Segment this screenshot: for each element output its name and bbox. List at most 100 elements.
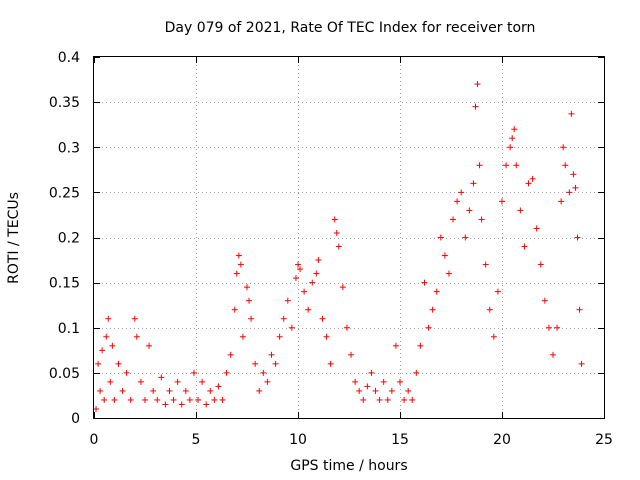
data-point <box>566 189 573 196</box>
data-point <box>260 369 267 376</box>
data-point <box>376 396 383 403</box>
data-point <box>211 396 218 403</box>
data-point <box>421 279 428 286</box>
data-point <box>199 378 206 385</box>
x-tick-label: 15 <box>391 432 409 448</box>
data-point <box>413 369 420 376</box>
data-point <box>511 126 518 133</box>
data-point <box>190 369 197 376</box>
data-point <box>572 184 579 191</box>
data-point <box>397 378 403 385</box>
data-point <box>425 324 432 331</box>
data-point <box>219 396 226 403</box>
data-point <box>331 216 338 223</box>
data-point <box>476 162 483 169</box>
data-point <box>203 401 210 408</box>
data-point <box>252 360 259 367</box>
data-point <box>123 369 130 376</box>
data-point <box>470 180 477 187</box>
data-point <box>244 284 250 291</box>
data-point <box>235 252 242 259</box>
data-point <box>256 387 263 394</box>
data-point <box>458 189 465 196</box>
data-point <box>576 306 583 313</box>
data-point <box>401 396 408 403</box>
data-point <box>384 396 391 403</box>
data-point <box>466 207 473 214</box>
data-point <box>186 396 193 403</box>
y-tick-label: 0 <box>71 411 80 427</box>
axis-ticks <box>94 57 605 419</box>
data-point <box>178 401 185 408</box>
data-point <box>99 347 106 354</box>
data-point <box>474 81 481 88</box>
data-point <box>115 360 122 367</box>
y-tick-label: 0.05 <box>49 366 80 382</box>
data-point <box>558 198 565 205</box>
data-point <box>499 198 505 205</box>
data-point <box>268 351 275 358</box>
data-point <box>323 333 330 340</box>
y-tick-label: 0.35 <box>49 95 80 111</box>
data-point <box>142 396 148 403</box>
data-point <box>507 144 514 151</box>
x-tick-label: 0 <box>90 432 99 448</box>
data-point <box>562 162 569 169</box>
data-point <box>368 369 375 376</box>
data-point <box>315 257 322 264</box>
data-point <box>333 229 340 236</box>
data-point <box>364 383 371 390</box>
data-point <box>174 378 181 385</box>
data-point <box>131 315 138 322</box>
data-point <box>233 270 240 277</box>
data-point <box>360 396 367 403</box>
data-point <box>97 387 104 394</box>
data-point <box>343 324 350 331</box>
data-point <box>284 297 291 304</box>
data-point <box>170 396 177 403</box>
data-point <box>111 396 118 403</box>
data-point <box>525 180 532 187</box>
data-point <box>227 351 234 358</box>
data-point <box>103 333 110 340</box>
data-point <box>137 378 144 385</box>
data-point <box>301 288 308 295</box>
data-point <box>146 342 153 349</box>
x-tick-label: 20 <box>493 432 511 448</box>
data-point <box>517 207 524 214</box>
data-point <box>409 396 416 403</box>
data-point <box>276 333 283 340</box>
y-tick-label: 0.3 <box>58 140 80 156</box>
y-tick-label: 0.4 <box>58 50 80 66</box>
x-axis-label: GPS time / hours <box>290 458 407 474</box>
data-point <box>339 284 346 291</box>
data-point <box>380 378 387 385</box>
data-point <box>264 378 271 385</box>
y-tick-labels: 0 0.05 0.1 0.15 0.2 0.25 0.3 0.35 0.4 <box>49 50 80 427</box>
data-point <box>237 261 244 268</box>
data-point <box>295 261 301 268</box>
data-point <box>392 342 399 349</box>
data-point <box>578 360 585 367</box>
data-point <box>182 387 189 394</box>
data-point <box>450 216 457 223</box>
data-point <box>248 315 255 322</box>
data-point <box>133 333 140 340</box>
data-point <box>574 234 581 241</box>
data-point <box>521 243 528 250</box>
data-point <box>372 387 379 394</box>
data-point <box>288 324 295 331</box>
data-point <box>554 324 561 331</box>
data-point <box>356 387 363 394</box>
data-point <box>541 297 548 304</box>
data-point <box>433 288 440 295</box>
data-point <box>292 275 299 282</box>
data-point <box>529 175 536 182</box>
data-point <box>109 342 116 349</box>
data-point <box>127 396 134 403</box>
data-point <box>105 315 112 322</box>
data-point <box>472 103 479 110</box>
data-point <box>417 342 424 349</box>
data-point <box>405 387 412 394</box>
